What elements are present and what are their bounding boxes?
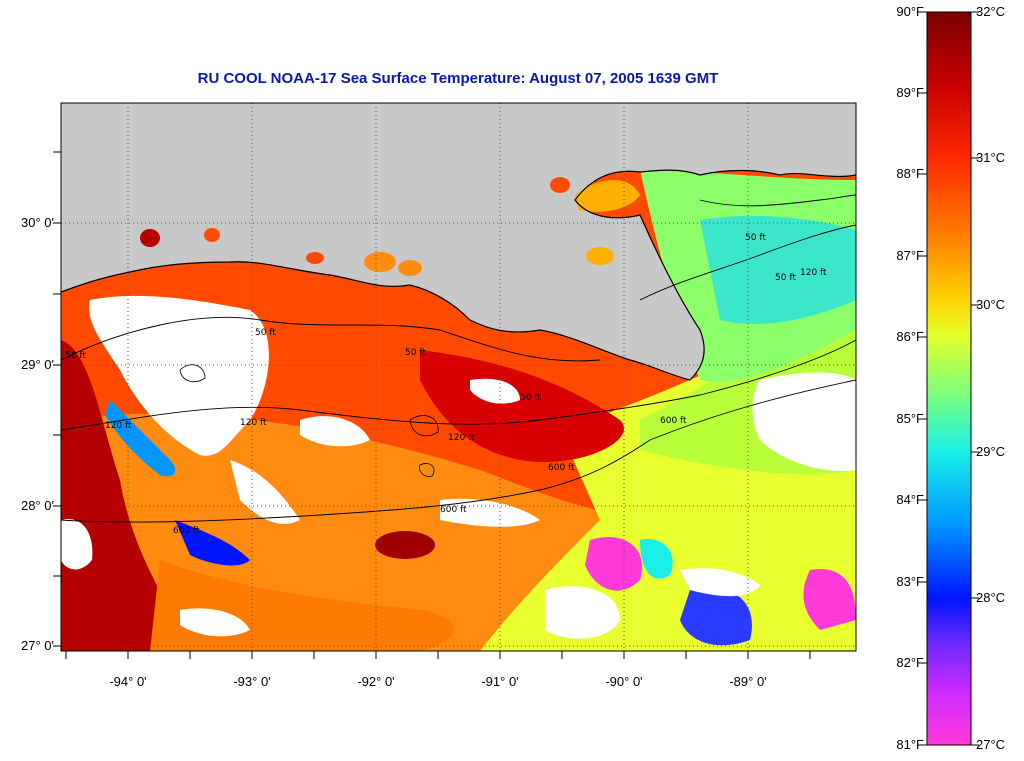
sst-field — [61, 103, 856, 651]
map-title: RU COOL NOAA-17 Sea Surface Temperature:… — [197, 70, 719, 87]
graticule — [61, 103, 856, 651]
contour-label: 50 ft — [775, 273, 796, 283]
contour-label: 50 ft — [255, 328, 276, 338]
colorbar-label-c: 29°C — [976, 444, 1006, 459]
colorbar-label-f: 83°F — [896, 574, 924, 589]
colorbar-label-f: 88°F — [896, 166, 924, 181]
colorbar-label-f: 89°F — [896, 85, 924, 100]
lon-label: -90° 0' — [605, 674, 643, 689]
contour-label: 600 ft — [660, 416, 687, 426]
colorbar-label-c: 32°C — [976, 4, 1006, 19]
lat-label: 27° 0' — [21, 638, 54, 653]
contour-label: 50 ft — [405, 348, 426, 358]
contour-labels: 50 ft 120 ft 600 ft 50 ft 120 ft 600 ft … — [65, 233, 827, 536]
colorbar-ticks — [919, 11, 979, 746]
colorbar-label-f: 81°F — [896, 737, 924, 752]
colorbar-label-f: 82°F — [896, 655, 924, 670]
contour-label: 120 ft — [240, 418, 267, 428]
contour-label: 50 ft — [520, 393, 541, 403]
lon-label: -89° 0' — [729, 674, 767, 689]
map-frame — [60, 102, 857, 652]
lon-label: -93° 0' — [233, 674, 271, 689]
colorbar-label-f: 90°F — [896, 4, 924, 19]
lon-label: -92° 0' — [357, 674, 395, 689]
contour-label: 600 ft — [173, 526, 200, 536]
contour-label: 50 ft — [745, 233, 766, 243]
colorbar-label-f: 84°F — [896, 492, 924, 507]
contour-label: 120 ft — [105, 421, 132, 431]
colorbar-label-c: 30°C — [976, 297, 1006, 312]
lon-label: -94° 0' — [109, 674, 147, 689]
lat-label: 28° 0' — [21, 498, 54, 513]
contour-label: 120 ft — [800, 268, 827, 278]
lon-label: -91° 0' — [481, 674, 519, 689]
contour-label: 600 ft — [548, 463, 575, 473]
contour-label: 50 ft — [65, 351, 86, 361]
colorbar-label-c: 27°C — [976, 737, 1006, 752]
contour-label: 600 ft — [440, 505, 467, 515]
contour-label: 120 ft — [448, 433, 475, 443]
colorbar-label-f: 86°F — [896, 329, 924, 344]
colorbar-label-c: 31°C — [976, 150, 1006, 165]
lat-label: 30° 0' — [21, 215, 54, 230]
colorbar-label-c: 28°C — [976, 590, 1006, 605]
lat-label: 29° 0' — [21, 357, 54, 372]
colorbar-label-f: 87°F — [896, 248, 924, 263]
colorbar-label-f: 85°F — [896, 411, 924, 426]
colorbar — [926, 11, 972, 746]
axis-ticks — [53, 151, 811, 659]
